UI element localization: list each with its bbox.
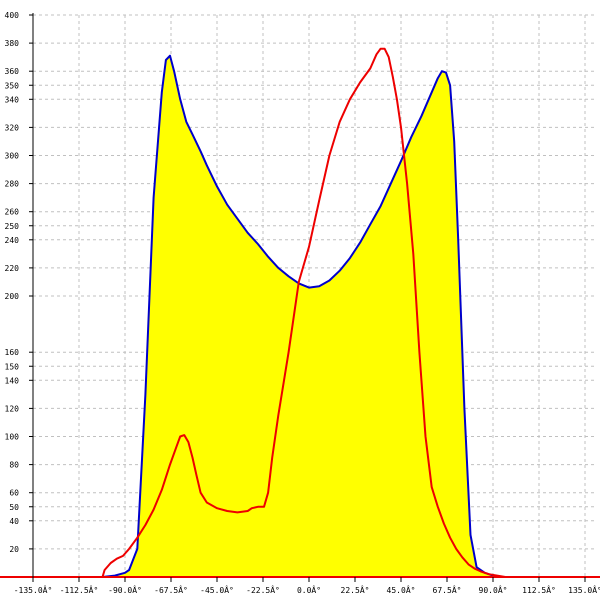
y-tick-label: 260: [5, 208, 20, 217]
x-tick-label: 135.0Â°: [568, 584, 600, 595]
y-tick-label: 40: [9, 517, 19, 526]
label-layer: -135.0Â° -112.5Â° -90.0Â° -67.5Â° -45.0Â° -22…: [5, 11, 600, 595]
series-area-fill: [102, 55, 514, 577]
y-tick-label: 100: [5, 433, 20, 442]
series-line-0: [101, 54, 515, 578]
y-tick-label: 140: [5, 376, 20, 385]
y-tick-label: 120: [5, 404, 20, 413]
x-tick-label: -135.0Â°: [14, 584, 53, 595]
y-tick-label: 280: [5, 180, 20, 189]
y-tick-label: 200: [5, 292, 20, 301]
x-tick-label: 112.5Â°: [522, 584, 556, 595]
y-tick-label: 50: [9, 503, 19, 512]
x-tick-label: -67.5Â°: [154, 584, 188, 595]
x-tick-label: 22.5Â°: [341, 584, 370, 595]
y-tick-label: 300: [5, 152, 20, 161]
y-tick-label: 20: [9, 545, 19, 554]
x-tick-label: 45.0Â°: [387, 584, 416, 595]
y-tick-label: 160: [5, 348, 20, 357]
series-line-1: [101, 47, 515, 578]
y-tick-label: 360: [5, 67, 20, 76]
y-tick-label: 250: [5, 222, 20, 231]
y-tick-label: 150: [5, 362, 20, 371]
y-tick-label: 350: [5, 81, 20, 90]
y-tick-label: 320: [5, 123, 20, 132]
x-tick-label: -90.0Â°: [108, 584, 142, 595]
y-tick-label: 240: [5, 236, 20, 245]
y-tick-label: 400: [5, 11, 20, 20]
x-tick-label: 67.5Â°: [433, 584, 462, 595]
area-layer: [102, 55, 514, 577]
x-tick-label: -112.5Â°: [60, 584, 99, 595]
y-tick-label: 340: [5, 95, 20, 104]
x-tick-label: -45.0Â°: [200, 584, 234, 595]
y-tick-label: 80: [9, 461, 19, 470]
y-tick-label: 220: [5, 264, 20, 273]
axis-layer: [0, 13, 600, 582]
x-tick-label: 0.0Â°: [297, 584, 321, 595]
line-layer: [101, 47, 515, 578]
x-tick-label: -22.5Â°: [246, 584, 280, 595]
x-tick-label: 90.0Â°: [479, 584, 508, 595]
y-tick-label: 60: [9, 489, 19, 498]
y-tick-label: 380: [5, 39, 20, 48]
